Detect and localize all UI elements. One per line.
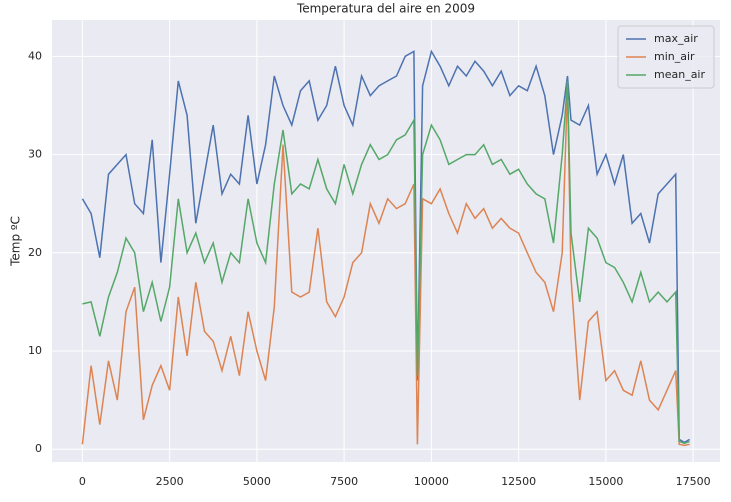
data-line: [81, 49, 690, 444]
legend-label: min_air: [654, 50, 695, 63]
legend: max_air min_air mean_air: [617, 25, 715, 89]
legend-label: max_air: [654, 32, 698, 45]
x-tick-label: 2500: [156, 475, 184, 488]
chart-title: Temperatura del aire en 2009: [296, 2, 475, 16]
x-tick-label: 10000: [414, 475, 449, 488]
data-line: [82, 80, 690, 445]
x-tick-label: 0: [79, 475, 86, 488]
data-line: [81, 85, 690, 447]
y-tick-label: 30: [28, 148, 42, 161]
legend-label: mean_air: [654, 68, 705, 81]
x-tick-label: 5000: [243, 475, 271, 488]
y-axis-label: Temp ºC: [9, 216, 23, 267]
y-tick-label: 10: [28, 344, 42, 357]
y-tick-label: 40: [28, 49, 42, 62]
y-tick-label: 20: [28, 246, 42, 259]
x-tick-label: 15000: [588, 475, 623, 488]
x-tick-label: 7500: [330, 475, 358, 488]
legend-box: [617, 25, 715, 89]
x-tick-label: 17500: [676, 475, 711, 488]
y-tick-label: 0: [35, 442, 42, 455]
x-tick-label: 12500: [501, 475, 536, 488]
